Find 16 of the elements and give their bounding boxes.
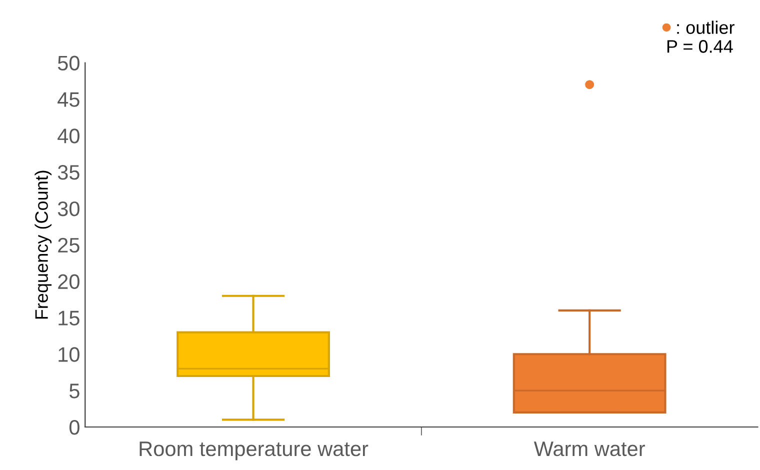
text: P = 0.44 — [667, 40, 733, 53]
y-tick-label: 15 — [58, 310, 80, 326]
y-tick-label: 45 — [58, 92, 80, 107]
y-tick-label: 35 — [58, 165, 80, 180]
y-tick-label: 5 — [70, 384, 80, 398]
y-tick-label: 20 — [58, 274, 80, 290]
y-tick-label: 0 — [69, 420, 80, 435]
y-axis-title: Frequency (Count) — [34, 170, 52, 319]
x-tick-label: Room temperature water — [140, 442, 368, 460]
legend-label: : outlier — [677, 20, 734, 34]
y-tick-label: 50 — [58, 56, 80, 70]
y-tick-label: 10 — [58, 347, 80, 362]
y-tick-label: 30 — [58, 201, 80, 216]
y-tick-label: 40 — [58, 128, 80, 144]
y-tick-label: 25 — [58, 238, 80, 253]
x-tick-label: Warm water — [534, 442, 645, 456]
